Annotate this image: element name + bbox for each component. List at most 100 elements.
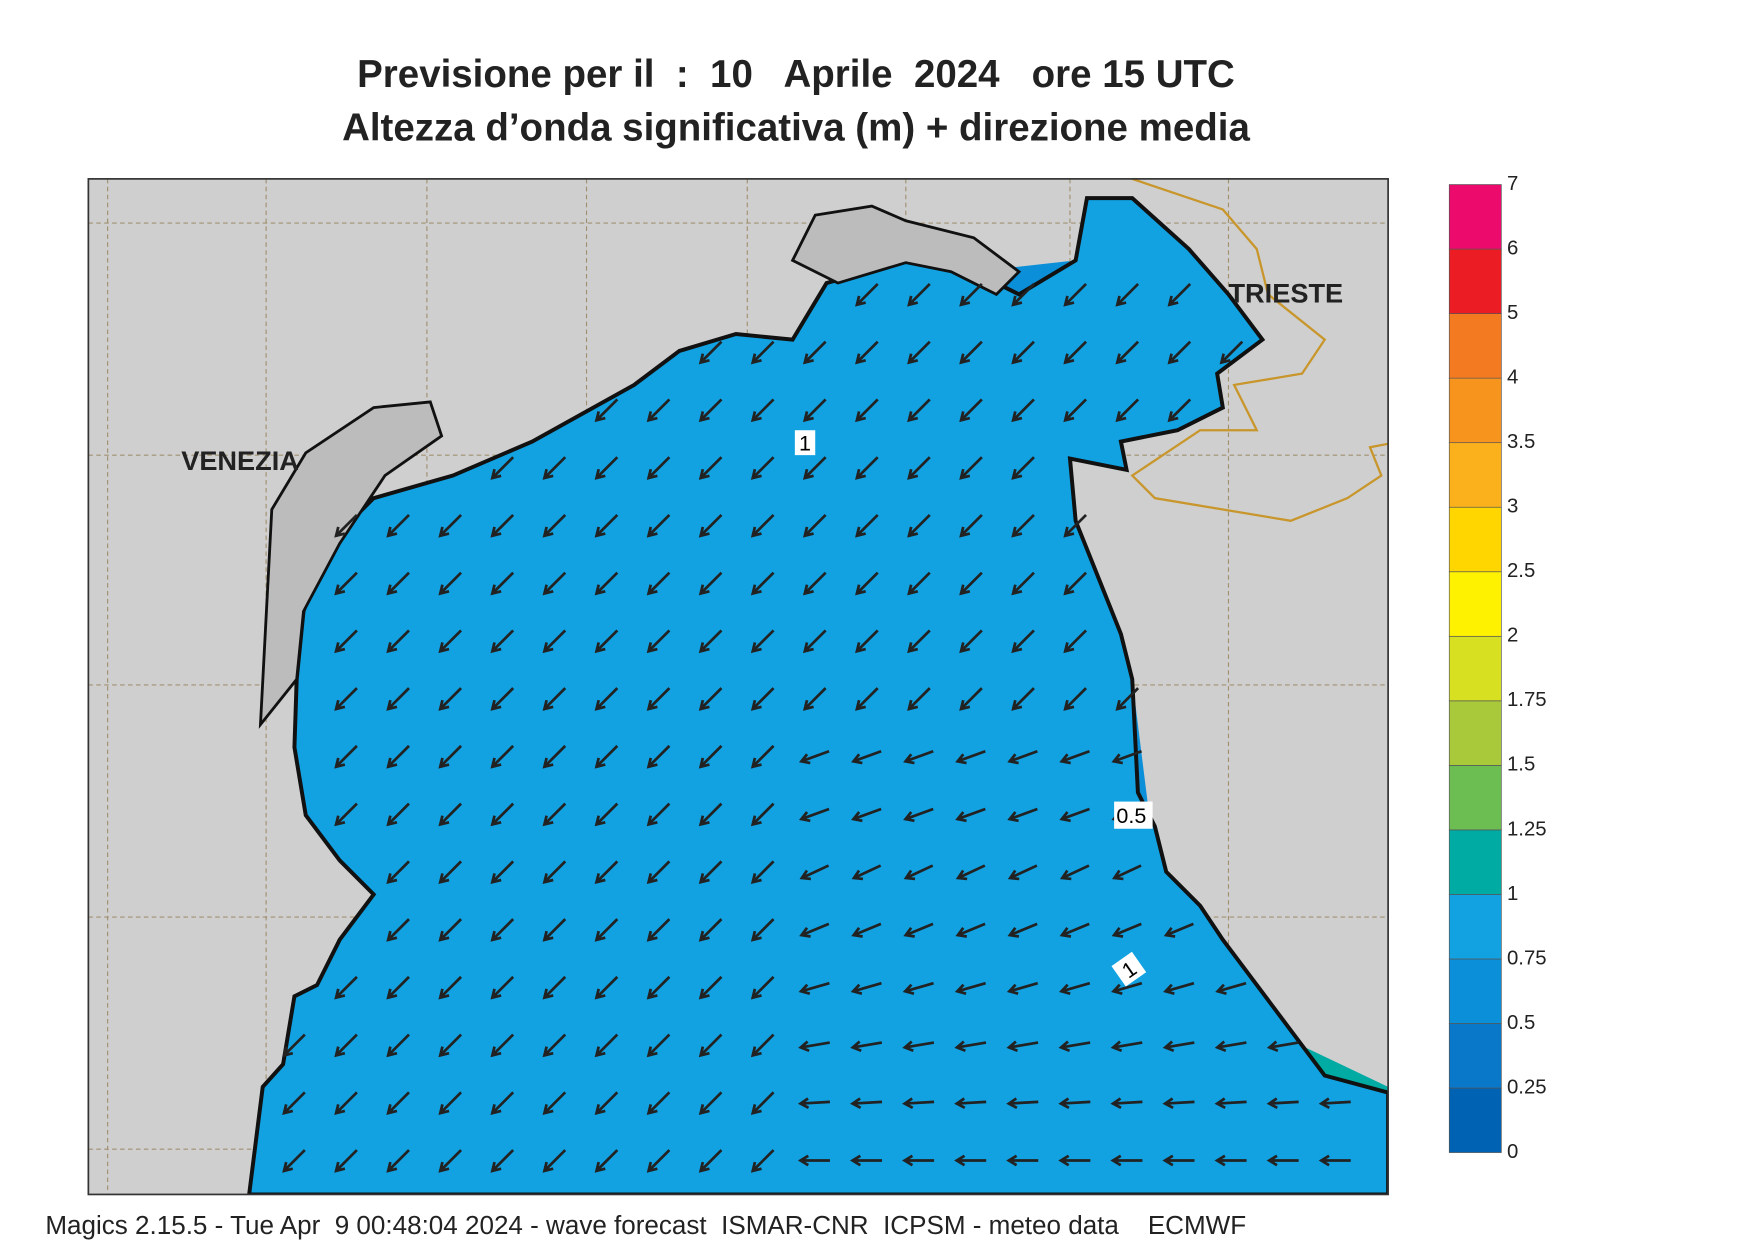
wave-arrow: [438, 1091, 463, 1116]
wave-arrow: [1011, 340, 1035, 365]
wave-arrow: [698, 629, 723, 654]
subtitle: Altezza d’onda significativa (m) + direz…: [342, 106, 1250, 149]
wave-arrow: [490, 571, 515, 596]
wave-arrow: [386, 860, 410, 885]
wave-arrow: [542, 975, 567, 1000]
wave-arrow: [334, 629, 358, 654]
wave-arrow: [1214, 1040, 1247, 1053]
wave-arrow: [1163, 922, 1194, 938]
wave-arrow: [750, 398, 775, 423]
wave-arrow: [594, 456, 619, 480]
wave-arrow: [490, 802, 515, 827]
wave-arrow: [386, 744, 410, 769]
wave-arrow: [698, 975, 723, 1000]
wave-arrow: [646, 456, 671, 480]
wave-arrow: [855, 629, 879, 654]
wave-arrow: [646, 571, 671, 596]
contour-label: 0.5: [1116, 804, 1146, 828]
wave-arrow: [542, 571, 567, 596]
wave-arrow: [1007, 864, 1038, 881]
wave-arrow: [1011, 513, 1035, 538]
colorbar-label: 1: [1507, 883, 1518, 905]
wave-arrow: [386, 571, 410, 596]
wave-arrow: [855, 571, 879, 596]
wave-arrow: [438, 975, 463, 1000]
wave-arrow: [1162, 1154, 1195, 1167]
wave-arrow: [798, 1040, 830, 1053]
wave-arrow: [698, 398, 723, 423]
colorbar-label: 0.5: [1507, 1012, 1535, 1034]
wave-arrow: [490, 744, 515, 769]
colorbar-bin: [1448, 248, 1502, 314]
wave-arrow: [386, 802, 410, 827]
wave-arrow: [1266, 1154, 1299, 1167]
wave-arrow: [1058, 1154, 1091, 1167]
wave-arrow: [850, 1040, 883, 1053]
wave-arrow: [386, 629, 410, 654]
wave-arrow: [855, 282, 879, 307]
wave-arrow: [698, 802, 723, 827]
wave-arrow: [750, 975, 775, 1000]
wave-arrow: [646, 1033, 671, 1058]
wave-arrow: [1011, 687, 1035, 711]
wave-arrow: [646, 975, 671, 1000]
wave-arrow: [646, 802, 671, 827]
wave-arrow: [490, 456, 515, 480]
wave-arrow: [959, 398, 983, 423]
wave-arrow: [903, 749, 934, 765]
colorbar-label: 7: [1507, 173, 1518, 195]
wave-arrow: [954, 1097, 987, 1110]
wave-arrow: [855, 687, 879, 711]
wave-arrow: [907, 571, 931, 596]
wave-arrow: [698, 744, 723, 769]
wave-arrow: [750, 513, 775, 538]
wave-arrow: [907, 398, 931, 423]
colorbar-label: 5: [1507, 302, 1518, 324]
wave-arrow: [594, 918, 619, 942]
wave-arrow: [490, 1149, 515, 1173]
wave-arrow: [850, 981, 882, 995]
wave-arrow: [1011, 629, 1035, 654]
colorbar-bin: [1448, 765, 1502, 831]
wave-arrow: [1006, 1154, 1039, 1167]
wave-arrow: [646, 860, 671, 885]
wave-arrow: [959, 513, 983, 538]
colorbar-label: 2.5: [1507, 560, 1535, 582]
wave-arrow: [750, 571, 775, 596]
colorbar-bin: [1448, 958, 1502, 1024]
wave-arrow: [855, 340, 879, 365]
wave-arrow: [1059, 922, 1090, 938]
wave-arrow: [334, 513, 358, 538]
wave-arrow: [799, 922, 830, 938]
wave-arrow: [1214, 1097, 1247, 1110]
wave-arrow: [542, 744, 567, 769]
wave-arrow: [1167, 398, 1192, 423]
wave-arrow: [594, 513, 619, 538]
wave-arrow: [902, 1040, 935, 1053]
colorbar-bin: [1448, 313, 1502, 379]
colorbar: 0 0.25 0.5 0.75 1 1.25 1.5 1.75 2 2.5 3 3.5 4 5 6 7: [1448, 173, 1547, 1163]
wave-arrow: [594, 1149, 619, 1173]
wave-arrow: [1115, 398, 1140, 423]
wave-arrow: [1007, 807, 1038, 823]
wave-arrow: [490, 860, 515, 885]
wave-arrow: [490, 918, 515, 942]
wave-arrow: [646, 1091, 671, 1116]
place-label: VENEZIA: [181, 445, 299, 476]
wave-arrow: [1011, 456, 1035, 480]
wave-arrow: [1063, 687, 1087, 711]
wave-arrow: [797, 1097, 831, 1110]
wave-arrow: [802, 398, 827, 423]
wave-arrow: [851, 864, 882, 881]
wave-arrow: [954, 1154, 987, 1167]
wave-arrow: [438, 918, 463, 942]
wave-arrow: [1163, 981, 1195, 995]
wave-arrow: [902, 1097, 935, 1110]
wave-arrow: [386, 687, 410, 711]
colorbar-bin: [1448, 1023, 1502, 1089]
wave-arrow: [542, 513, 567, 538]
wave-arrow: [1063, 629, 1087, 654]
wave-arrow: [1214, 1154, 1247, 1167]
wave-arrow: [750, 340, 775, 365]
